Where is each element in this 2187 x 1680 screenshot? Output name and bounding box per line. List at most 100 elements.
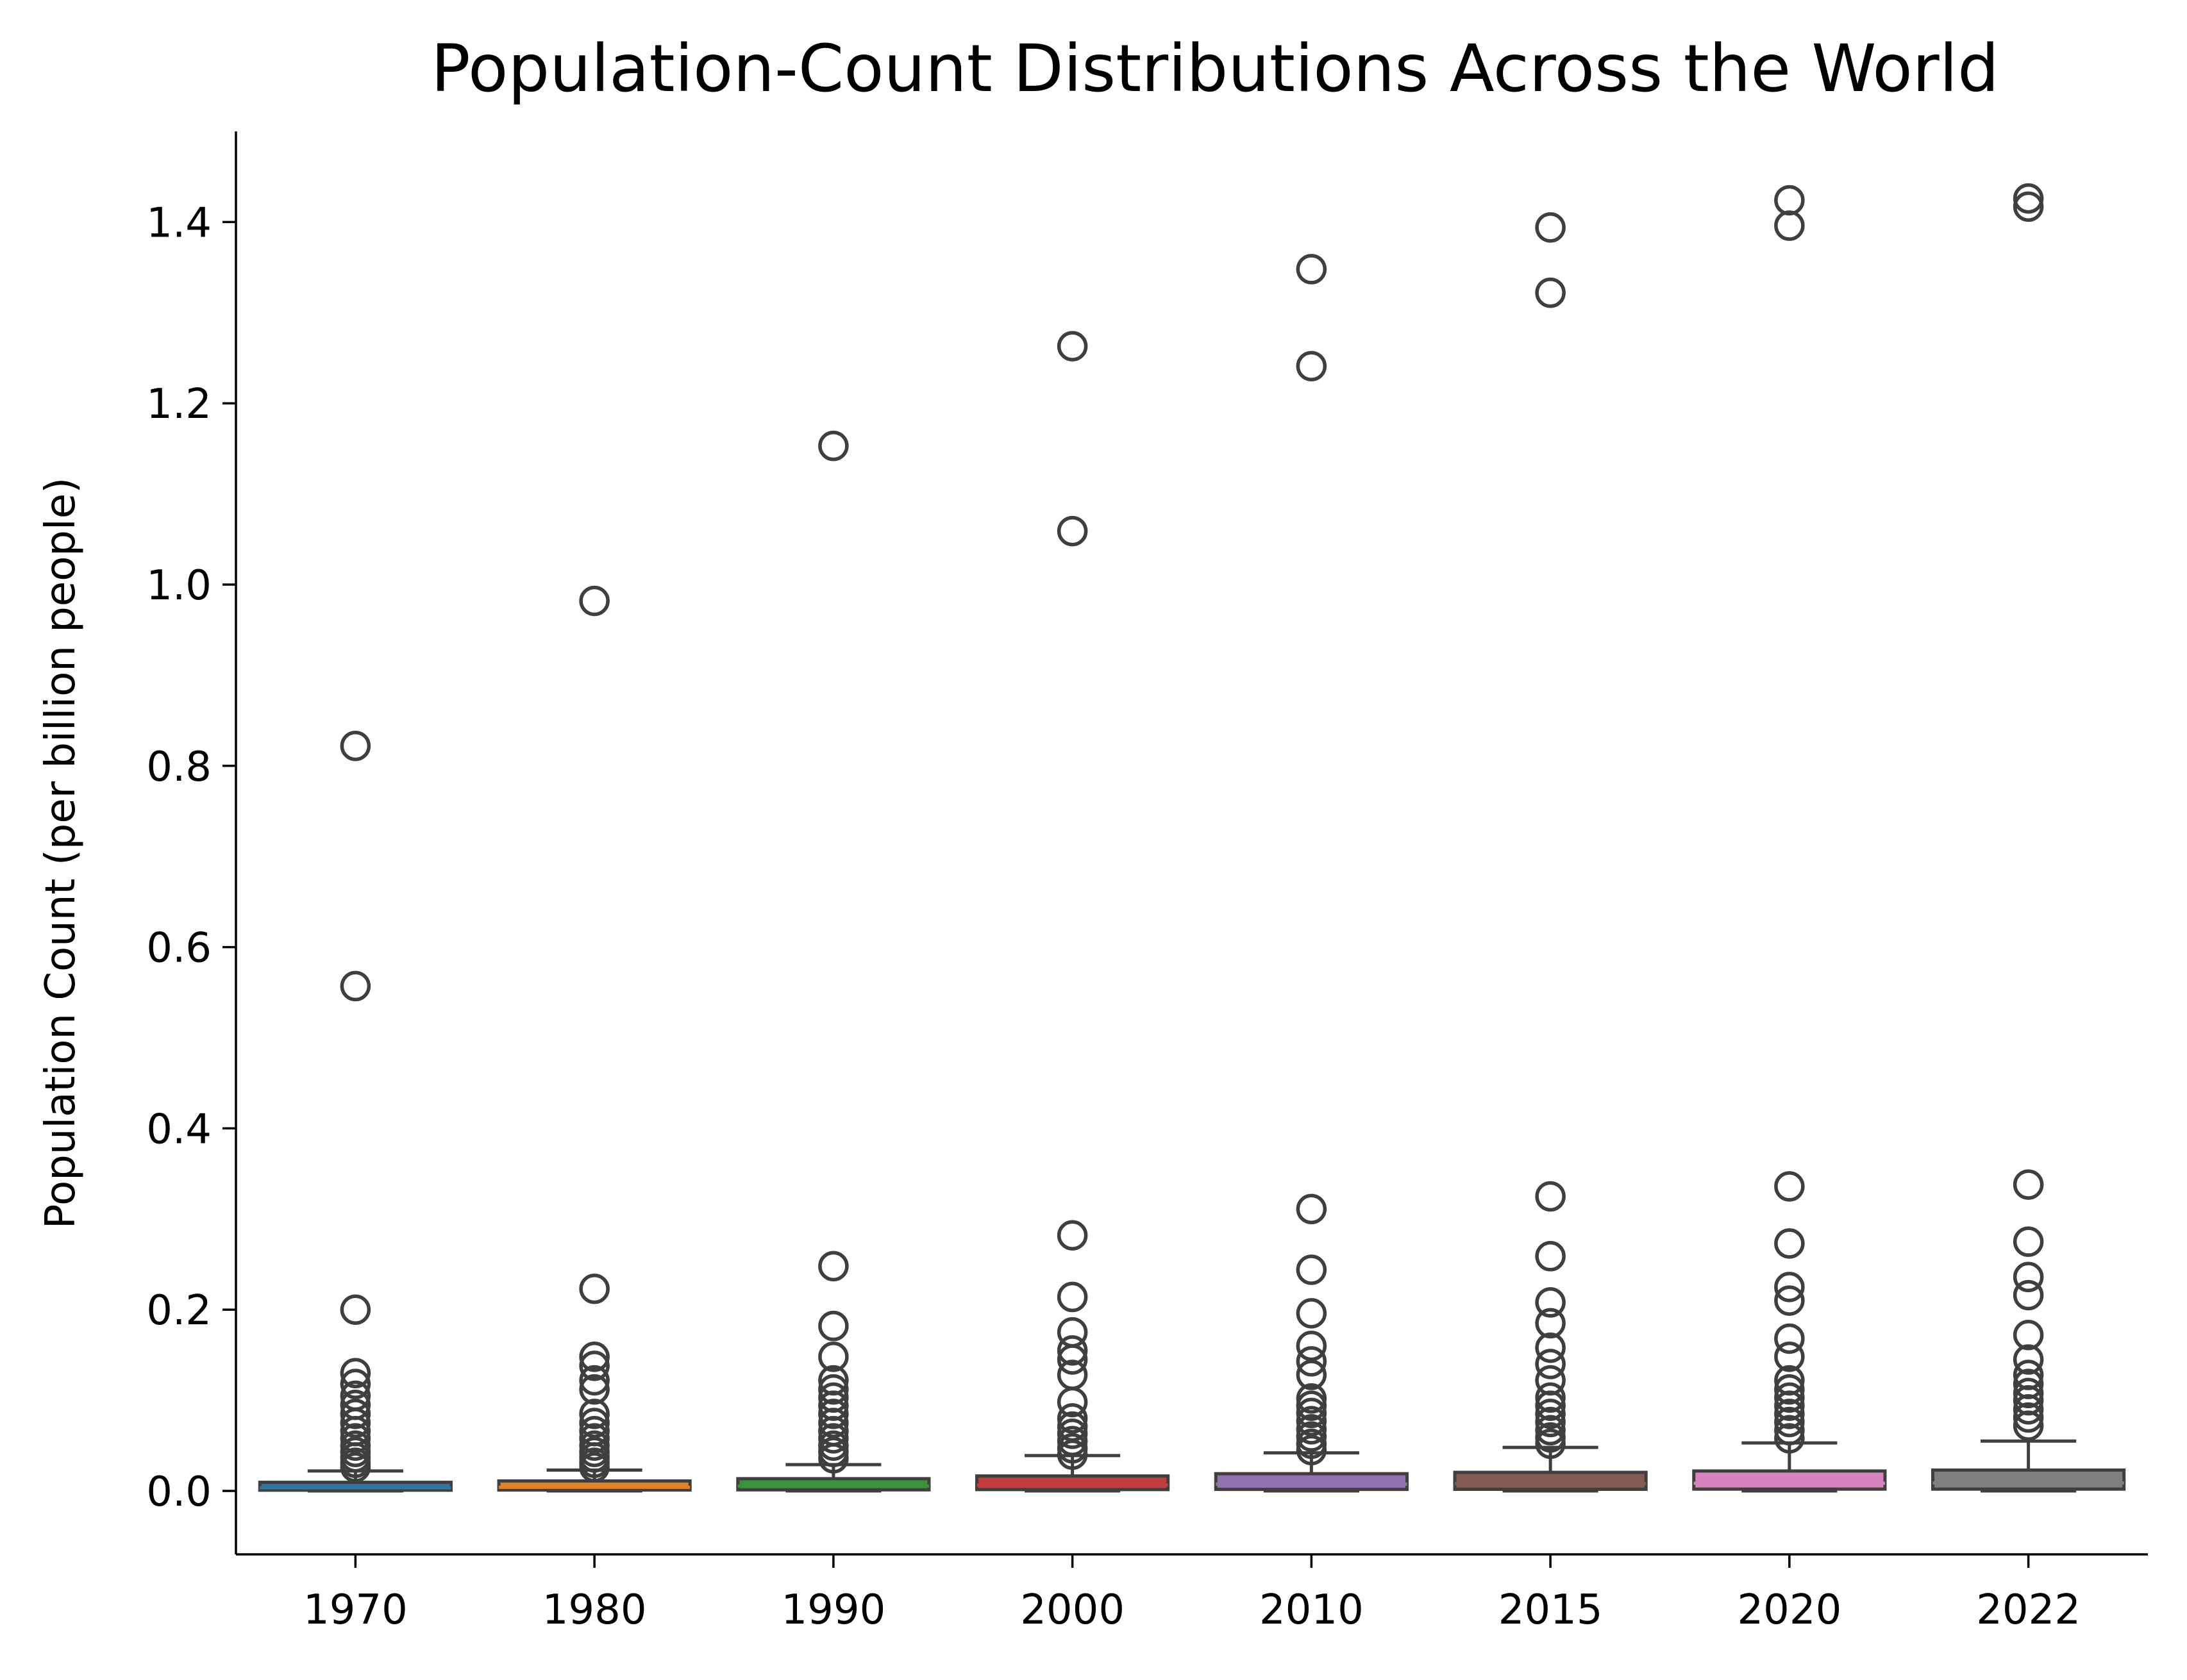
y-tick-label: 0.0 [146, 1468, 212, 1516]
outlier-point [1774, 1382, 1805, 1413]
outlier-point [818, 1251, 849, 1282]
outlier-point [1774, 1374, 1805, 1405]
outlier-point [1296, 1193, 1327, 1225]
outlier-point [1296, 1390, 1327, 1421]
box-iqr [736, 1477, 931, 1492]
outlier-point [1535, 1382, 1566, 1413]
outlier-point [2013, 183, 2044, 214]
outlier-point [1296, 1298, 1327, 1329]
outlier-point [1535, 1390, 1566, 1421]
outlier-point [1535, 1428, 1566, 1460]
y-tick-label: 1.2 [146, 381, 212, 428]
outlier-point [818, 1341, 849, 1372]
outlier-point [340, 1399, 371, 1429]
outlier-point [818, 1399, 849, 1429]
outlier-point [2013, 1320, 2044, 1351]
outlier-point [818, 1408, 849, 1438]
outlier-point [2013, 191, 2044, 222]
outlier-point [1774, 1406, 1805, 1438]
outlier-point [340, 1294, 371, 1325]
outlier-point [2013, 1226, 2044, 1257]
y-tick-label: 1.4 [146, 199, 212, 247]
outlier-point [1535, 277, 1566, 308]
outlier-point [1774, 1415, 1805, 1446]
box-group-1970 [258, 730, 453, 1493]
outlier-point [579, 1341, 610, 1372]
y-tick-label: 0.2 [146, 1287, 212, 1335]
outlier-point [579, 1374, 610, 1405]
outlier-point [579, 1452, 610, 1483]
outlier-point [1535, 1399, 1566, 1429]
box-group-2010 [1214, 254, 1409, 1493]
outlier-point [1535, 1406, 1566, 1438]
box-group-2015 [1453, 212, 1648, 1493]
outlier-point [2013, 1410, 2044, 1441]
outlier-point [1296, 1435, 1327, 1466]
outlier-point [1774, 1341, 1805, 1372]
outlier-point [1057, 1439, 1088, 1470]
box-group-1990 [736, 430, 931, 1493]
x-axis-ticks: 1970 1980 1990 2000 2010 2015 2020 2022 [303, 1554, 2081, 1634]
outlier-point [1296, 1421, 1327, 1452]
outlier-point [340, 1423, 371, 1454]
outlier-point [1774, 1171, 1805, 1202]
outlier-point [1296, 1397, 1327, 1429]
outlier-point [1057, 1426, 1088, 1456]
outlier-point [2013, 1261, 2044, 1293]
outlier-point [1057, 1418, 1088, 1449]
y-tick-label: 0.4 [146, 1106, 212, 1153]
outlier-point [1057, 1344, 1088, 1375]
outlier-point [1296, 1406, 1327, 1436]
outlier-point [818, 1443, 849, 1474]
outlier-point [1296, 254, 1327, 285]
outlier-point [1296, 1331, 1327, 1361]
outlier-point [1535, 1308, 1566, 1339]
outlier-point [1296, 1383, 1327, 1414]
outlier-point [1296, 1346, 1327, 1377]
outlier-point [1774, 1399, 1805, 1429]
outlier-point [340, 1408, 371, 1438]
outlier-point [2013, 1394, 2044, 1425]
outlier-point [1535, 1349, 1566, 1379]
outlier-point [1296, 1414, 1327, 1445]
outlier-point [1774, 1323, 1805, 1354]
outlier-point [340, 1368, 371, 1399]
outlier-point [1535, 1415, 1566, 1446]
outlier-point [1535, 212, 1566, 243]
y-tick-label: 1.0 [146, 562, 212, 610]
y-axis-ticks: 0.0 0.2 0.4 0.6 0.8 1.0 1.2 1.4 [146, 199, 236, 1516]
outlier-point [579, 585, 610, 617]
outlier-point [1057, 1386, 1088, 1418]
box-group-2000 [975, 331, 1170, 1493]
outlier-point [579, 1423, 610, 1454]
outlier-point [1535, 1287, 1566, 1318]
x-tick-label: 2015 [1498, 1586, 1603, 1634]
outlier-point [1057, 1281, 1088, 1313]
outlier-point [1296, 351, 1327, 381]
box-group-1980 [497, 585, 692, 1493]
y-tick-label: 0.8 [146, 744, 212, 791]
outlier-point [1774, 210, 1805, 241]
outlier-point [2013, 1279, 2044, 1311]
outlier-point [1057, 515, 1088, 547]
box-iqr [1214, 1472, 1409, 1492]
outlier-point [818, 430, 849, 462]
chart-title: Population-Count Distributions Across th… [431, 31, 1999, 107]
outlier-point [1774, 1285, 1805, 1316]
x-tick-label: 1980 [542, 1586, 647, 1634]
outlier-point [579, 1408, 610, 1438]
x-tick-label: 1970 [303, 1586, 408, 1634]
outlier-point [2013, 1402, 2044, 1433]
outlier-point [340, 970, 371, 1002]
outlier-point [818, 1374, 849, 1405]
outlier-point [579, 1399, 610, 1429]
outlier-point [1535, 1181, 1566, 1212]
outlier-point [579, 1365, 610, 1396]
outlier-point [340, 1358, 371, 1388]
x-tick-label: 2022 [1976, 1586, 2081, 1634]
box-iqr [1453, 1470, 1648, 1491]
outlier-point [1057, 1220, 1088, 1251]
x-tick-label: 2000 [1020, 1586, 1125, 1634]
box-group-2020 [1692, 185, 1887, 1493]
outlier-point [1535, 1332, 1566, 1363]
